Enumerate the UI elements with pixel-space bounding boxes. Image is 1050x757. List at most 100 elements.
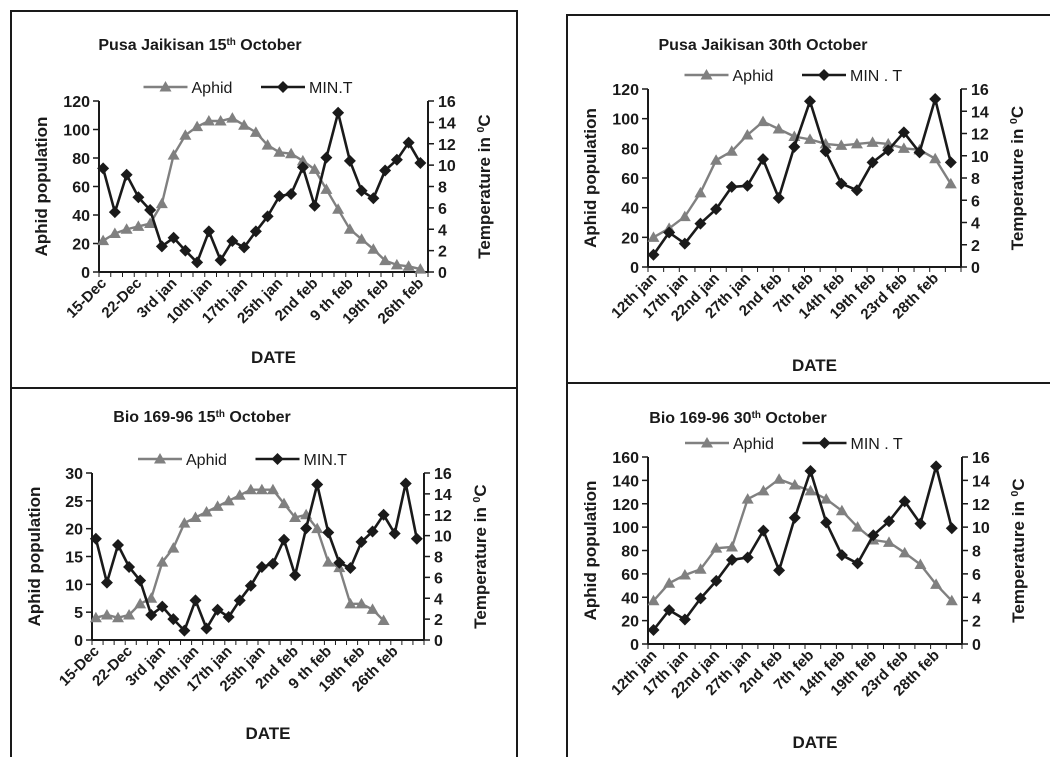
data-point-min-temp <box>710 203 723 216</box>
data-point-aphid <box>311 522 324 534</box>
data-point-aphid <box>379 254 392 266</box>
legend-label: MIN . T <box>850 68 902 85</box>
data-point-aphid <box>214 114 227 126</box>
y-tick-label-right: 0 <box>971 260 980 277</box>
data-point-aphid <box>390 258 403 270</box>
y-axis-label-right-sup: 0 <box>475 126 487 132</box>
frame-mid-left <box>516 10 518 757</box>
y-tick-label-left: 20 <box>65 522 83 539</box>
y-axis-label-right: Temperature in 0C <box>1009 478 1028 622</box>
data-point-min-temp <box>725 180 738 193</box>
chart-panel-bio-30-oct: Bio 169-96 30th October 0 20 40 60 80 100 120 14… <box>568 384 1050 757</box>
y-tick-label-right: 4 <box>438 222 447 239</box>
y-tick-label-right: 4 <box>971 216 980 233</box>
data-point-aphid <box>835 139 848 150</box>
y-axis-label-right: Temperature in 0C <box>1008 106 1027 250</box>
legend-label: Aphid <box>192 80 233 97</box>
data-point-aphid <box>710 154 723 165</box>
y-tick-label-right: 12 <box>434 508 452 525</box>
y-tick-label-left: 140 <box>612 473 639 490</box>
y-tick-label-right: 2 <box>972 614 981 631</box>
y-tick-label-right: 14 <box>434 487 452 504</box>
data-point-min-temp <box>189 594 202 607</box>
frame-divider-right <box>566 382 1050 384</box>
y-axis-label-right-part: Temperature in <box>471 502 490 628</box>
data-point-min-temp <box>929 93 942 106</box>
legend-entry-diamond: MIN . T <box>802 436 903 453</box>
y-axis-label-right-part: Temperature in <box>475 132 494 258</box>
y-tick-label-right: 12 <box>438 137 456 154</box>
data-point-aphid <box>741 493 754 504</box>
data-point-min-temp <box>123 560 136 573</box>
data-point-min-temp <box>89 532 102 545</box>
y-tick-label-left: 20 <box>621 614 639 631</box>
data-point-min-temp <box>355 184 368 197</box>
data-point-min-temp <box>214 254 227 267</box>
data-point-aphid <box>663 577 676 588</box>
series-line-aphid <box>102 116 421 271</box>
chart-title: Bio 169-96 15th October <box>113 409 290 427</box>
chart-bio-15-oct: Bio 169-96 15th October 0 5 10 15 20 25 30 0 2 4 6 8… <box>25 409 490 744</box>
data-point-aphid <box>233 489 246 500</box>
data-point-min-temp <box>741 551 754 564</box>
y-tick-label-left: 80 <box>621 141 639 158</box>
data-point-min-temp <box>710 574 723 587</box>
y-tick-label-left: 100 <box>612 520 639 537</box>
frame-top-right <box>566 14 1050 16</box>
data-point-min-temp <box>273 190 286 203</box>
data-point-min-temp <box>145 608 158 621</box>
data-point-aphid <box>156 556 169 567</box>
data-point-min-temp <box>788 140 801 153</box>
chart-title-part: Pusa Jaikisan 15 <box>98 37 226 54</box>
y-tick-label-right: 6 <box>438 201 447 218</box>
data-point-min-temp <box>167 231 180 244</box>
y-tick-label-right: 10 <box>434 529 452 546</box>
data-point-aphid <box>308 163 321 174</box>
y-tick-label-right: 2 <box>971 238 980 255</box>
data-point-aphid <box>261 139 274 150</box>
y-tick-label-left: 0 <box>630 260 639 277</box>
y-axis-label-right-part: C <box>475 114 494 126</box>
data-point-min-temp <box>134 574 147 587</box>
data-point-min-temp <box>377 508 390 521</box>
data-point-aphid <box>647 594 660 606</box>
y-tick-label-right: 4 <box>434 591 443 608</box>
data-point-aphid <box>402 260 415 271</box>
chart-panel-pusa-30-oct: Pusa Jaikisan 30th October 0 20 40 60 80 100 12… <box>568 16 1050 381</box>
data-point-min-temp <box>390 153 403 166</box>
data-point-aphid <box>211 500 224 511</box>
y-tick-label-right: 14 <box>438 115 456 132</box>
legend-entry-triangle: Aphid <box>143 80 233 97</box>
data-point-aphid <box>322 556 335 567</box>
data-point-aphid <box>179 129 192 140</box>
data-point-aphid <box>238 119 251 130</box>
y-tick-label-left: 40 <box>72 208 90 225</box>
data-point-aphid <box>694 186 707 198</box>
data-point-aphid <box>898 546 911 558</box>
data-point-aphid <box>123 608 136 620</box>
data-point-min-temp <box>255 560 268 573</box>
y-tick-label-right: 16 <box>438 94 456 111</box>
data-point-min-temp <box>366 525 379 538</box>
data-point-min-temp <box>402 136 415 149</box>
legend-entry-diamond: MIN.T <box>255 452 347 469</box>
data-point-min-temp <box>222 611 235 624</box>
y-axis-label-right-part: Temperature in <box>1008 124 1027 250</box>
y-axis-label-right: Temperature in 0C <box>471 484 490 628</box>
y-tick-label-right: 4 <box>972 590 981 607</box>
data-point-min-temp <box>156 600 169 613</box>
data-point-min-temp <box>725 553 738 566</box>
y-tick-label-right: 16 <box>971 82 989 99</box>
data-point-min-temp <box>882 144 895 157</box>
data-point-min-temp <box>647 623 660 636</box>
data-point-aphid <box>882 536 895 547</box>
data-point-aphid <box>200 505 213 517</box>
frame-left <box>10 10 12 757</box>
data-point-aphid <box>332 203 345 214</box>
data-point-aphid <box>757 484 770 496</box>
data-point-min-temp <box>211 603 224 616</box>
data-point-aphid <box>367 243 380 254</box>
data-point-aphid <box>945 594 958 606</box>
chart-bio-30-oct: Bio 169-96 30th October02040608010012014… <box>581 410 1028 753</box>
frame-top-left <box>10 10 518 12</box>
